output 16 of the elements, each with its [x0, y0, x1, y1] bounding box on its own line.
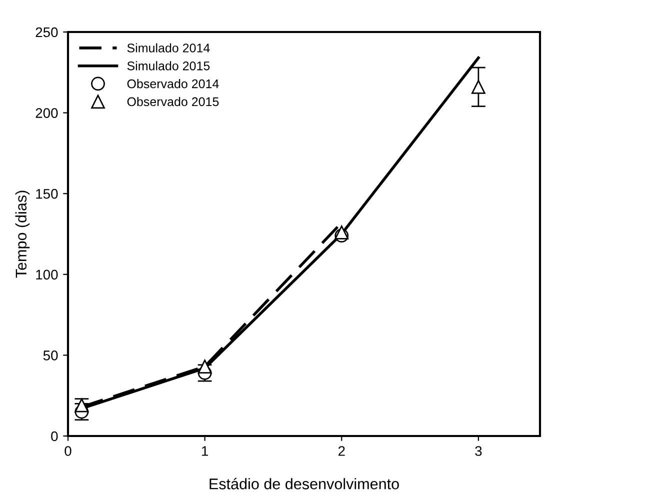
legend-label: Observado 2014 — [127, 79, 219, 88]
x-tick-label: 3 — [475, 446, 482, 456]
y-tick-label: 100 — [36, 270, 58, 280]
y-tick-label: 0 — [51, 431, 58, 442]
y-tick-label: 250 — [36, 27, 58, 38]
x-tick-label: 2 — [338, 446, 345, 456]
y-tick-label: 200 — [36, 108, 58, 118]
legend-label: Simulado 2014 — [127, 43, 210, 52]
x-tick-label: 0 — [64, 446, 72, 456]
legend-label: Observado 2015 — [127, 96, 219, 106]
x-axis-title: Estádio de desenvolvimento — [210, 478, 399, 490]
y-tick-label: 150 — [36, 188, 58, 199]
x-tick-label: 1 — [202, 446, 208, 456]
y-axis-title: Tempo (dias) — [15, 190, 30, 278]
y-tick-label: 50 — [43, 350, 58, 360]
legend-label: Simulado 2015 — [127, 61, 210, 70]
